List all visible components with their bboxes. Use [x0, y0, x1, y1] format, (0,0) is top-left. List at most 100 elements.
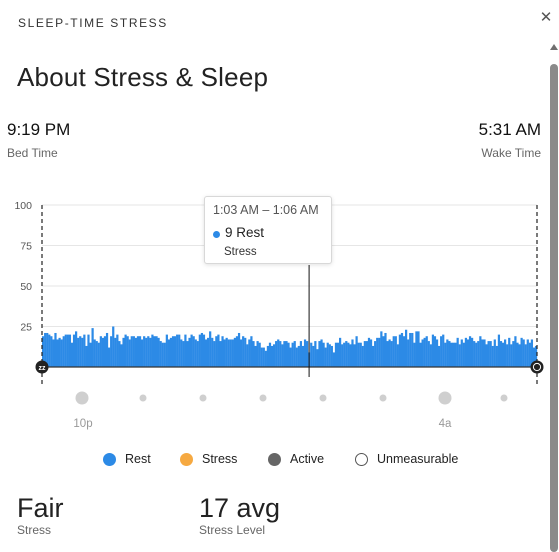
legend-rest-dot	[103, 452, 116, 466]
x-axis-minor-dot	[500, 394, 508, 402]
chart-bar	[316, 349, 319, 367]
chart-bar	[207, 337, 210, 367]
chart-bar	[497, 334, 501, 367]
chart-bar	[378, 337, 381, 367]
chart-bar	[169, 337, 173, 367]
chart-bar	[279, 341, 282, 367]
chart-bar	[275, 341, 278, 367]
chart-bar	[510, 344, 513, 367]
chart-bar	[314, 341, 317, 367]
chart-bar	[235, 336, 239, 367]
chart-bar	[128, 339, 131, 367]
chart-bar	[289, 347, 292, 367]
chart-bar	[248, 339, 251, 367]
chart-bar	[200, 332, 204, 367]
chart-bar	[240, 339, 243, 367]
chart-bar	[491, 345, 494, 367]
chart-bar	[328, 344, 331, 367]
x-axis-minor-dot	[139, 394, 147, 402]
chart-bar	[165, 334, 168, 367]
chart-bar	[351, 339, 354, 367]
chart-bar	[466, 339, 470, 367]
chart-bar	[516, 342, 519, 367]
chart-bar	[258, 342, 261, 367]
chart-bar	[138, 336, 142, 367]
chart-bar	[405, 329, 408, 367]
chart-bar	[423, 337, 426, 367]
chart-bar	[196, 341, 199, 367]
scroll-up-arrow-icon[interactable]	[550, 44, 558, 50]
y-tick-label: 75	[20, 241, 32, 253]
chart-bar	[431, 334, 435, 367]
chart-bar	[268, 342, 272, 367]
chart-bar	[108, 347, 111, 367]
chart-bar	[225, 337, 228, 367]
chart-bar	[427, 341, 430, 367]
legend-stress-dot	[180, 452, 193, 466]
chart-bar	[303, 339, 307, 367]
chart-bar	[295, 347, 298, 367]
chart-bar	[398, 334, 402, 367]
chart-bar	[221, 336, 224, 367]
chart-bar	[345, 341, 348, 367]
chart-bar	[227, 339, 230, 367]
chart-bar	[369, 339, 373, 367]
legend-item-unmeasurable[interactable]: Unmeasurable	[355, 452, 458, 466]
page-title: About Stress & Sleep	[17, 62, 269, 92]
chart-bar	[485, 344, 488, 367]
legend-active-label: Active	[290, 452, 325, 466]
chart-bar	[72, 334, 76, 367]
chart-bar	[141, 339, 144, 367]
chart-bar	[97, 342, 100, 367]
legend-item-active[interactable]: Active	[268, 452, 324, 466]
chart-bar	[339, 337, 342, 367]
chart-bar	[433, 336, 437, 367]
chart-bar	[471, 337, 474, 367]
chart-bar	[312, 345, 315, 367]
chart-bar	[464, 337, 468, 367]
chart-bar	[215, 336, 218, 367]
chart-bar	[475, 342, 478, 367]
chart-bar	[118, 341, 121, 367]
chart-bar	[132, 336, 135, 367]
chart-bar	[452, 342, 455, 367]
chart-bar	[87, 334, 90, 367]
chart-bar	[143, 336, 146, 367]
scrollbar[interactable]	[549, 40, 559, 552]
close-icon[interactable]: ✕	[539, 9, 553, 26]
chart-bar	[153, 336, 156, 367]
chart-bar	[159, 341, 162, 367]
chart-bar	[161, 342, 164, 367]
x-axis-minor-dot	[319, 394, 327, 402]
chart-bar	[116, 334, 119, 367]
sleep-start-icon	[35, 360, 49, 374]
chart-bar	[429, 344, 432, 367]
chart-bar	[324, 347, 327, 367]
chart-bar	[349, 344, 352, 367]
chart-bar	[528, 342, 531, 367]
chart-bar	[283, 341, 286, 367]
chart-bar	[217, 334, 220, 367]
chart-bar	[522, 339, 525, 367]
chart-bar	[435, 339, 439, 367]
x-axis-minor-dot	[379, 394, 387, 402]
legend-item-stress[interactable]: Stress	[180, 452, 237, 466]
chart-bar	[77, 337, 80, 367]
chart-bar	[70, 342, 74, 367]
legend-item-rest[interactable]: Rest	[103, 452, 151, 466]
chart-bar	[374, 341, 377, 367]
chart-bar	[450, 342, 453, 367]
chart-bar	[446, 339, 449, 367]
chart-bar	[242, 336, 245, 367]
chart-bar	[415, 331, 418, 367]
chart-bar	[448, 341, 451, 367]
chart-bar	[438, 345, 441, 367]
chart-bar	[277, 339, 280, 367]
scrollbar-thumb[interactable]	[550, 64, 558, 552]
chart-bar	[85, 345, 88, 367]
chart-bar	[190, 334, 193, 367]
chart-bar	[444, 342, 447, 367]
chart-bar	[336, 342, 340, 367]
legend-unmeasurable-label: Unmeasurable	[377, 452, 459, 466]
chart-bar	[50, 336, 53, 367]
